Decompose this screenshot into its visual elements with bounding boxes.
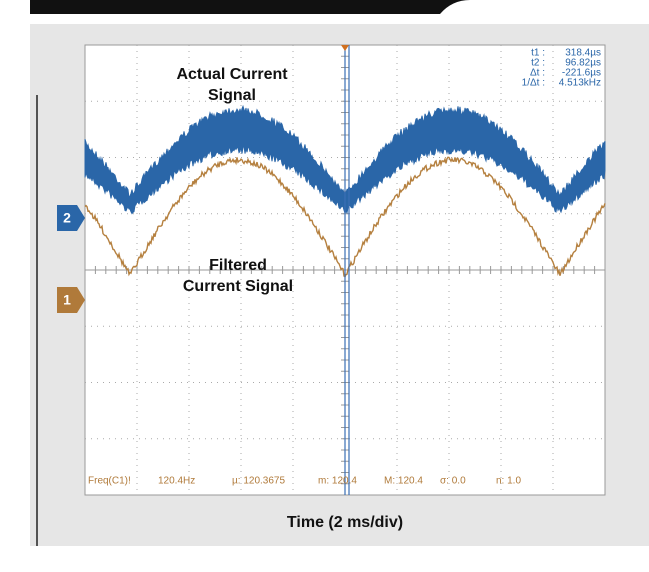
label-actual: Signal [208,87,256,104]
measurement: M: 120.4 [384,476,423,487]
readout-value: 4.513kHz [559,78,601,89]
measurement: n: 1.0 [496,476,521,487]
label-actual: Actual Current [176,66,288,83]
x-axis-label: Time (2 ms/div) [287,514,403,531]
measurement: µ: 120.3675 [232,476,285,487]
label-filtered: Current Signal [183,278,293,295]
top-tab [440,0,649,14]
readout-label: 1/Δt : [522,78,545,89]
measurement: m: 120.4 [318,476,357,487]
figure: Actual Current Signal Filtered Current S… [0,0,649,567]
channel-label: 1 [63,292,71,308]
channel-label: 2 [63,210,71,226]
measurement: σ: 0.0 [440,476,466,487]
label-filtered: Filtered [209,257,267,274]
measurement: Freq(C1)! [88,476,131,487]
measurement: 120.4Hz [158,476,195,487]
